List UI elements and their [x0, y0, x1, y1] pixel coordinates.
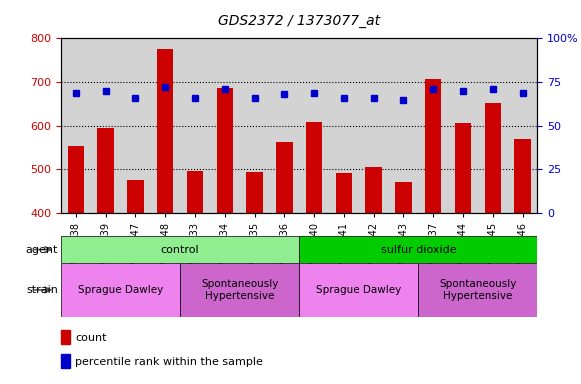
Bar	[61, 354, 70, 368]
Bar	[276, 142, 292, 213]
Bar	[127, 180, 144, 213]
Bar	[299, 236, 537, 263]
Bar	[68, 146, 84, 213]
Bar	[485, 103, 501, 213]
Bar	[61, 236, 299, 263]
Text: percentile rank within the sample: percentile rank within the sample	[76, 357, 263, 367]
Text: agent: agent	[26, 245, 58, 255]
Bar	[418, 263, 537, 317]
Text: sulfur dioxide: sulfur dioxide	[381, 245, 456, 255]
Bar	[299, 263, 418, 317]
Bar	[395, 182, 411, 213]
Text: control: control	[161, 245, 199, 255]
Bar	[336, 173, 352, 213]
Bar	[157, 49, 173, 213]
Text: Spontaneously
Hypertensive: Spontaneously Hypertensive	[201, 279, 278, 301]
Bar	[61, 330, 70, 344]
Bar	[61, 263, 180, 317]
Text: Spontaneously
Hypertensive: Spontaneously Hypertensive	[439, 279, 517, 301]
Text: GDS2372 / 1373077_at: GDS2372 / 1373077_at	[218, 14, 381, 28]
Bar	[217, 88, 233, 213]
Bar	[246, 172, 263, 213]
Bar	[514, 139, 530, 213]
Bar	[98, 128, 114, 213]
Bar	[306, 122, 322, 213]
Text: Sprague Dawley: Sprague Dawley	[78, 285, 163, 295]
Bar	[425, 79, 442, 213]
Bar	[455, 123, 471, 213]
Bar	[187, 171, 203, 213]
Bar	[365, 167, 382, 213]
Text: strain: strain	[26, 285, 58, 295]
Text: Sprague Dawley: Sprague Dawley	[316, 285, 401, 295]
Bar	[180, 263, 299, 317]
Text: count: count	[76, 333, 107, 343]
